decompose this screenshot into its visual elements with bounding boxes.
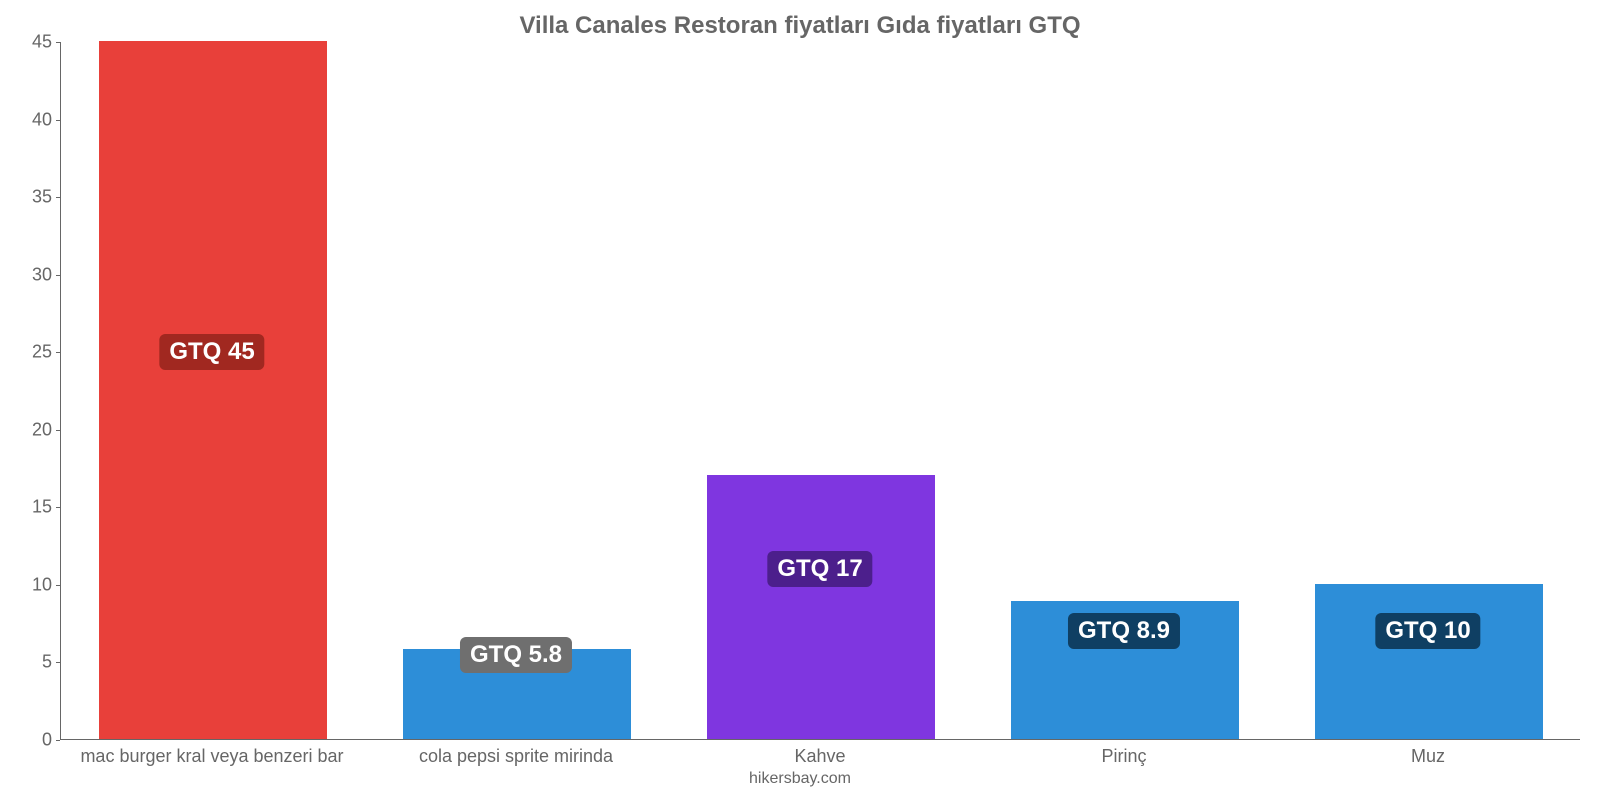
y-tick-label: 10 <box>0 574 52 595</box>
y-tick-label: 45 <box>0 32 52 53</box>
y-tick-label: 25 <box>0 342 52 363</box>
value-badge: GTQ 5.8 <box>460 637 572 673</box>
y-tick-label: 5 <box>0 652 52 673</box>
value-badge: GTQ 10 <box>1375 613 1480 649</box>
chart-title: Villa Canales Restoran fiyatları Gıda fi… <box>0 12 1600 40</box>
price-bar <box>99 41 327 739</box>
y-tick-label: 15 <box>0 497 52 518</box>
price-bar-chart: Villa Canales Restoran fiyatları Gıda fi… <box>0 0 1600 800</box>
x-category-label: cola pepsi sprite mirinda <box>364 746 668 767</box>
x-category-label: Kahve <box>668 746 972 767</box>
plot-area <box>60 42 1580 740</box>
y-tick-label: 20 <box>0 419 52 440</box>
x-category-label: Pirinç <box>972 746 1276 767</box>
price-bar <box>707 475 935 739</box>
y-tick-label: 0 <box>0 730 52 751</box>
y-tick-label: 40 <box>0 109 52 130</box>
y-tick-mark <box>56 740 60 741</box>
value-badge: GTQ 8.9 <box>1068 613 1180 649</box>
x-category-label: mac burger kral veya benzeri bar <box>60 746 364 767</box>
price-bar <box>1315 584 1543 739</box>
chart-footer: hikersbay.com <box>0 770 1600 788</box>
y-tick-label: 35 <box>0 187 52 208</box>
y-tick-label: 30 <box>0 264 52 285</box>
value-badge: GTQ 17 <box>767 551 872 587</box>
x-category-label: Muz <box>1276 746 1580 767</box>
value-badge: GTQ 45 <box>159 334 264 370</box>
